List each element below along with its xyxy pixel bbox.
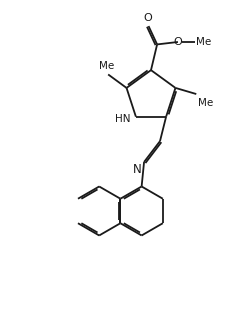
Text: Me: Me (196, 37, 211, 47)
Text: O: O (142, 13, 151, 23)
Text: N: N (132, 163, 141, 176)
Text: Me: Me (197, 98, 212, 108)
Text: HN: HN (115, 114, 130, 124)
Text: O: O (173, 37, 182, 47)
Text: Me: Me (98, 61, 113, 71)
